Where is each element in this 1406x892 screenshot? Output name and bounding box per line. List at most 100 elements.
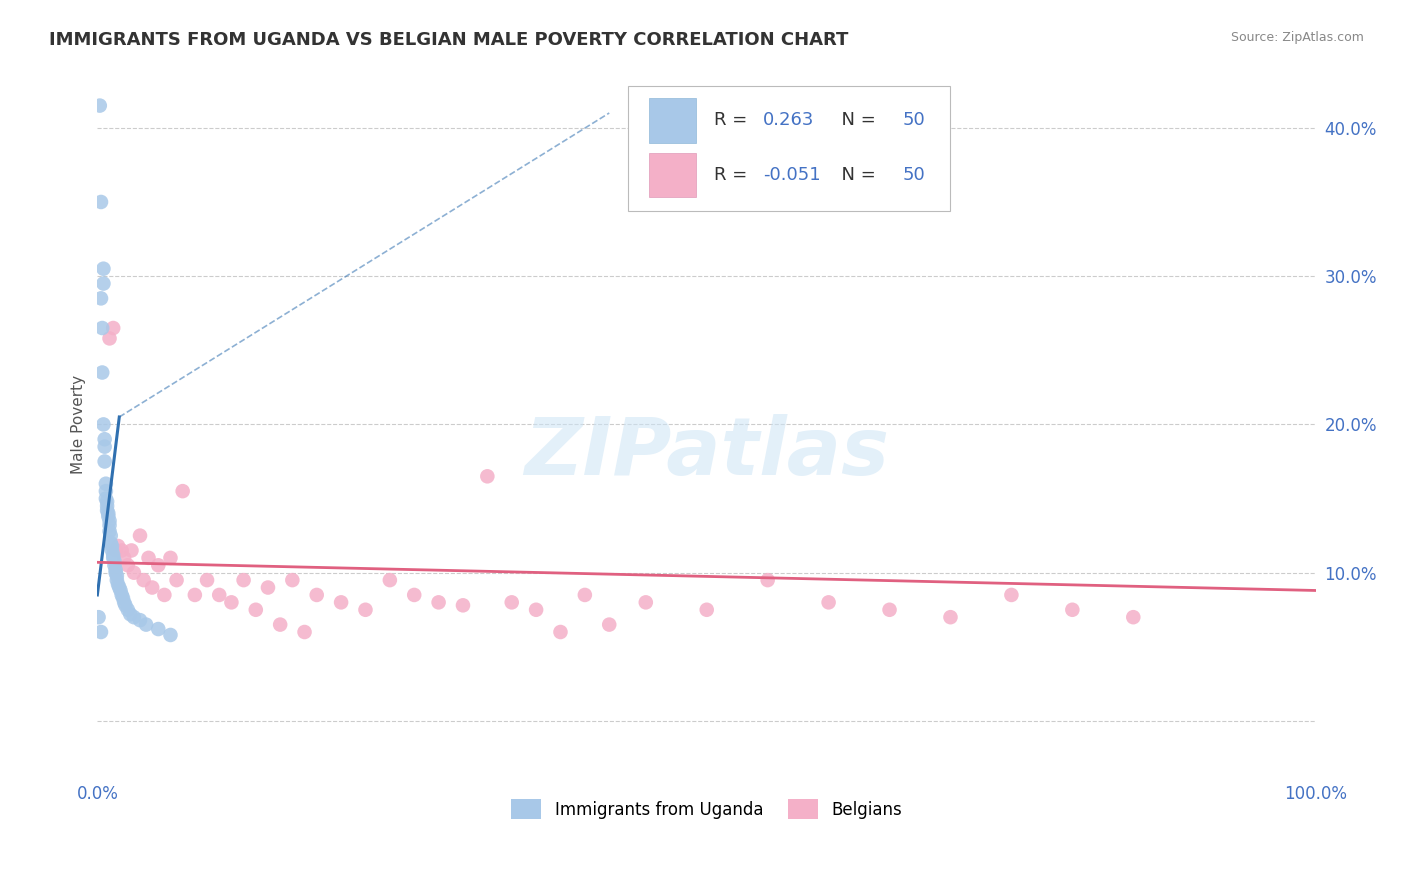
Point	[93, 417, 115, 432]
Point	[294, 625, 316, 640]
Point	[93, 440, 115, 454]
Point	[208, 588, 231, 602]
Point	[305, 588, 328, 602]
Point	[232, 573, 254, 587]
Point	[172, 484, 194, 499]
Point	[221, 595, 243, 609]
Point	[121, 543, 143, 558]
Text: ZIPatlas: ZIPatlas	[524, 414, 889, 491]
Point	[756, 573, 779, 587]
Point	[101, 543, 124, 558]
Point	[111, 588, 134, 602]
Point	[96, 503, 118, 517]
Point	[93, 261, 115, 276]
Point	[195, 573, 218, 587]
Point	[939, 610, 962, 624]
Point	[100, 528, 122, 542]
Point	[184, 588, 207, 602]
Point	[114, 599, 136, 613]
Bar	[650, 98, 696, 143]
Point	[98, 518, 121, 533]
Point	[141, 581, 163, 595]
Point	[354, 603, 377, 617]
Bar	[650, 153, 696, 197]
Point	[427, 595, 450, 609]
Point	[257, 581, 280, 595]
Point	[138, 550, 160, 565]
Text: R =: R =	[714, 166, 754, 185]
Text: N =: N =	[830, 166, 882, 185]
Point	[107, 577, 129, 591]
Point	[104, 566, 127, 580]
Point	[634, 595, 657, 609]
Point	[135, 617, 157, 632]
Y-axis label: Male Poverty: Male Poverty	[72, 375, 86, 474]
Point	[105, 568, 128, 582]
Point	[166, 573, 188, 587]
Point	[101, 539, 124, 553]
Point	[104, 543, 127, 558]
Point	[696, 603, 718, 617]
Point	[96, 494, 118, 508]
Point	[120, 607, 142, 622]
Text: -0.051: -0.051	[763, 166, 821, 185]
Point	[107, 539, 129, 553]
Point	[574, 588, 596, 602]
Point	[159, 550, 181, 565]
Text: Source: ZipAtlas.com: Source: ZipAtlas.com	[1230, 31, 1364, 45]
Point	[91, 321, 114, 335]
Point	[98, 514, 121, 528]
Point	[105, 573, 128, 587]
Point	[90, 291, 112, 305]
Point	[132, 573, 155, 587]
Point	[93, 454, 115, 468]
Point	[451, 599, 474, 613]
FancyBboxPatch shape	[627, 87, 950, 211]
Text: 0.263: 0.263	[763, 112, 814, 129]
Text: N =: N =	[830, 112, 882, 129]
Point	[112, 595, 135, 609]
Point	[93, 432, 115, 446]
Point	[1000, 588, 1022, 602]
Point	[879, 603, 901, 617]
Text: R =: R =	[714, 112, 754, 129]
Point	[404, 588, 426, 602]
Point	[111, 591, 134, 605]
Point	[112, 550, 135, 565]
Point	[550, 625, 572, 640]
Point	[110, 583, 132, 598]
Point	[122, 610, 145, 624]
Text: IMMIGRANTS FROM UGANDA VS BELGIAN MALE POVERTY CORRELATION CHART: IMMIGRANTS FROM UGANDA VS BELGIAN MALE P…	[49, 31, 849, 49]
Point	[91, 366, 114, 380]
Point	[94, 484, 117, 499]
Point	[1122, 610, 1144, 624]
Point	[97, 509, 120, 524]
Point	[330, 595, 353, 609]
Point	[103, 321, 125, 335]
Text: 50: 50	[903, 112, 925, 129]
Point	[103, 554, 125, 568]
Point	[94, 491, 117, 506]
Point	[524, 603, 547, 617]
Point	[501, 595, 523, 609]
Legend: Immigrants from Uganda, Belgians: Immigrants from Uganda, Belgians	[505, 793, 908, 825]
Point	[87, 610, 110, 624]
Point	[96, 499, 118, 513]
Point	[117, 558, 139, 573]
Point	[111, 543, 134, 558]
Point	[477, 469, 499, 483]
Point	[129, 528, 152, 542]
Point	[103, 548, 125, 562]
Point	[817, 595, 839, 609]
Point	[148, 622, 170, 636]
Point	[269, 617, 291, 632]
Point	[97, 507, 120, 521]
Point	[159, 628, 181, 642]
Text: 50: 50	[903, 166, 925, 185]
Point	[103, 558, 125, 573]
Point	[598, 617, 620, 632]
Point	[90, 194, 112, 209]
Point	[104, 563, 127, 577]
Point	[148, 558, 170, 573]
Point	[108, 581, 131, 595]
